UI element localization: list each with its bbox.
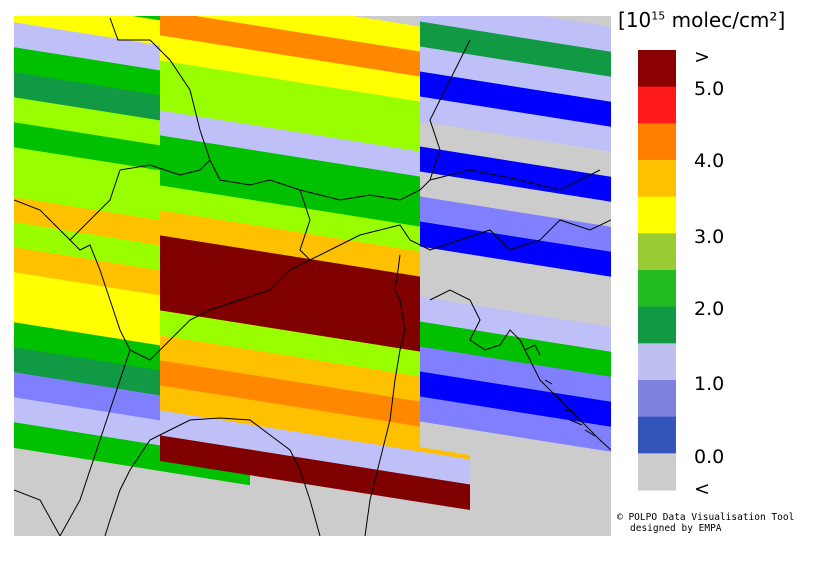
swath-pixel [420,96,611,157]
colorbar-segment [638,86,676,124]
coastlines-and-borders [14,17,611,536]
swath-pixel [420,296,611,357]
swath-pixel [420,121,611,182]
swath-pixel [160,60,470,136]
colorbar-segment [638,123,676,161]
swath-pixel [420,71,611,132]
colorbar-segment [638,196,676,234]
swath-pixel [420,271,611,332]
swath-pixel [160,360,470,436]
swath-pixel [420,221,611,282]
credit-line-2: designed by EMPA [630,523,722,534]
unit-exponent: 15 [651,9,666,23]
colorbar-segment [638,306,676,344]
colorbar-segment [638,380,676,418]
swath-pixel [160,210,470,286]
colorbar-segment [638,50,676,88]
unit-suffix: molec/cm² [671,8,778,32]
swath-pixel [160,16,470,61]
swath-pixel [160,335,470,411]
swath-pixel [160,235,470,311]
colorbar-segment [638,453,676,491]
unit-prefix: 10 [625,8,652,32]
swath-pixel [420,246,611,307]
swath-pixel [160,260,470,336]
legend-tick-2: 2.0 [694,298,725,320]
swath-pixel [420,371,611,432]
legend-over-label: > [694,46,710,68]
swath-pixel [420,346,611,407]
swath-pixel [420,16,611,57]
swath-pixel [420,396,611,457]
swath-pixel [160,160,470,236]
legend-tick-1: 1.0 [694,373,725,395]
swath-pixel [160,435,470,511]
unit-label: [1015 molec/cm²] [618,8,786,32]
swath-pixel [160,85,470,161]
legend-tick-5: 5.0 [694,78,725,100]
swath-pixel [160,135,470,211]
swath-pixel [160,310,470,386]
swath-pixel [160,110,470,186]
swath-pixel [160,410,470,486]
swath-pixel [160,35,470,111]
swath-pixel [420,196,611,257]
legend-tick-0: 0.0 [694,446,725,468]
swath-pixel [14,416,250,486]
swath-pixel [160,16,470,86]
colorbar-segment [638,270,676,308]
credit-line-1: © POLPO Data Visualisation Tool [617,512,795,523]
swath-pixel [160,385,470,461]
swath-pixel [420,421,611,482]
swath-pixel [160,285,470,361]
legend-tick-4: 4.0 [694,150,725,172]
legend-colorbar [638,50,676,491]
swath-pixel [420,171,611,232]
swath-pixel [420,21,611,82]
colorbar-segment [638,233,676,271]
colorbar-segment [638,416,676,454]
swath-pixel [420,146,611,207]
colorbar-segment [638,343,676,381]
legend-tick-3: 3.0 [694,226,725,248]
swath-pixel [420,321,611,382]
swath-pixel [160,185,470,261]
legend-under-label: < [694,478,710,500]
colorbar-segment [638,160,676,198]
swath-pixel [420,46,611,107]
